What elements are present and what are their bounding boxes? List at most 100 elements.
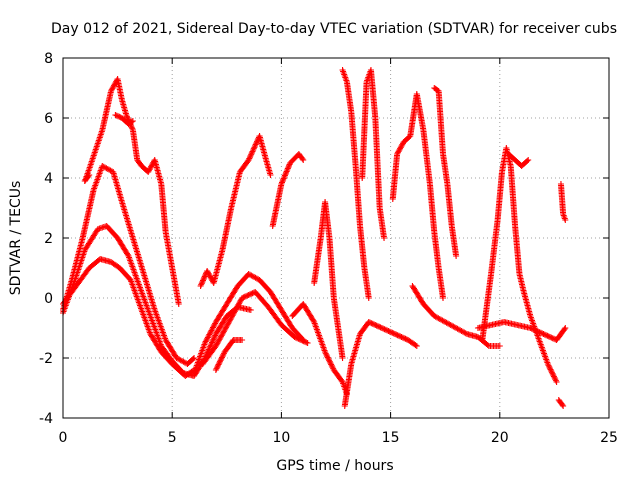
data-point (549, 370, 556, 377)
series-arc-l (289, 301, 350, 397)
data-point (250, 145, 257, 152)
data-point (248, 151, 255, 158)
data-point (546, 363, 553, 370)
data-point (548, 334, 555, 341)
data-point (175, 301, 182, 307)
data-point (116, 113, 123, 120)
data-point (243, 293, 250, 300)
series-arc-p (341, 319, 420, 409)
data-point (199, 278, 206, 285)
data-point (551, 374, 558, 381)
data-point (327, 360, 334, 367)
data-point (541, 331, 548, 338)
data-point (212, 367, 219, 373)
data-marks (60, 67, 569, 409)
y-tick-label: 4 (44, 171, 53, 187)
data-point (547, 334, 554, 340)
data-point (253, 140, 260, 147)
data-point (547, 366, 554, 373)
x-axis-label: GPS time / hours (276, 458, 393, 474)
data-point (528, 325, 535, 332)
data-point (322, 349, 329, 355)
data-point (329, 364, 336, 371)
series-arc-v (474, 319, 569, 343)
data-point (545, 362, 552, 369)
data-point (216, 358, 223, 365)
data-point (295, 335, 302, 342)
plot-frame (62, 57, 610, 419)
data-point (546, 365, 553, 372)
data-point (395, 332, 402, 339)
data-point (323, 351, 330, 358)
data-point (301, 338, 308, 345)
data-point (380, 325, 387, 332)
data-point (191, 355, 198, 361)
data-point (300, 338, 307, 345)
data-point (208, 340, 215, 347)
data-point (325, 355, 332, 362)
y-tick-label: -4 (39, 411, 53, 427)
series-arc-j (197, 133, 274, 289)
data-point (201, 273, 208, 280)
data-point (216, 360, 223, 367)
data-point (249, 148, 256, 155)
data-point (496, 343, 503, 349)
data-point (86, 172, 93, 178)
data-point (377, 324, 384, 331)
axis-ticks: 0 5 10 15 20 25 -4 -2 0 2 4 6 8 (39, 51, 618, 446)
data-point (324, 354, 331, 361)
data-point (207, 343, 214, 350)
data-point (279, 178, 286, 185)
data-point (376, 323, 383, 330)
data-point (299, 337, 306, 344)
data-point (278, 179, 285, 186)
data-point (209, 338, 216, 345)
data-point (280, 176, 287, 183)
data-point (217, 357, 224, 364)
data-point (250, 147, 257, 154)
series-arc-e (112, 112, 136, 127)
x-tick-label: 15 (382, 430, 400, 446)
data-point (544, 332, 551, 339)
data-point (291, 334, 298, 340)
x-tick-label: 0 (59, 430, 68, 446)
data-point (282, 171, 289, 178)
data-point (484, 342, 491, 348)
data-point (524, 158, 531, 164)
series-arc-f (81, 172, 93, 184)
y-tick-label: -2 (39, 351, 53, 367)
data-point (213, 365, 220, 372)
data-point (285, 162, 292, 169)
data-point (113, 112, 120, 119)
data-point (215, 361, 222, 368)
data-point (214, 362, 221, 369)
data-point (453, 253, 460, 259)
data-point (197, 283, 204, 289)
series-arc-o (359, 67, 388, 241)
data-point (218, 355, 225, 362)
data-point (548, 369, 555, 376)
data-point (372, 322, 379, 328)
data-point (559, 401, 566, 408)
data-point (406, 134, 413, 140)
data-point (112, 112, 119, 118)
data-point (284, 165, 291, 172)
data-point (245, 157, 252, 163)
x-tick-label: 20 (491, 430, 509, 446)
data-point (402, 335, 409, 342)
data-point (189, 356, 196, 362)
data-point (550, 373, 557, 380)
data-point (218, 354, 225, 361)
data-point (397, 333, 404, 340)
x-tick-label: 25 (600, 430, 618, 446)
y-axis-label: SDTVAR / TECUs (8, 181, 24, 296)
y-tick-label: 8 (44, 51, 53, 67)
data-point (536, 329, 543, 336)
grid-lines (63, 58, 609, 418)
data-point (239, 337, 246, 343)
data-point (386, 328, 393, 335)
data-point (529, 326, 536, 333)
data-point (365, 295, 372, 301)
data-point (326, 358, 333, 365)
